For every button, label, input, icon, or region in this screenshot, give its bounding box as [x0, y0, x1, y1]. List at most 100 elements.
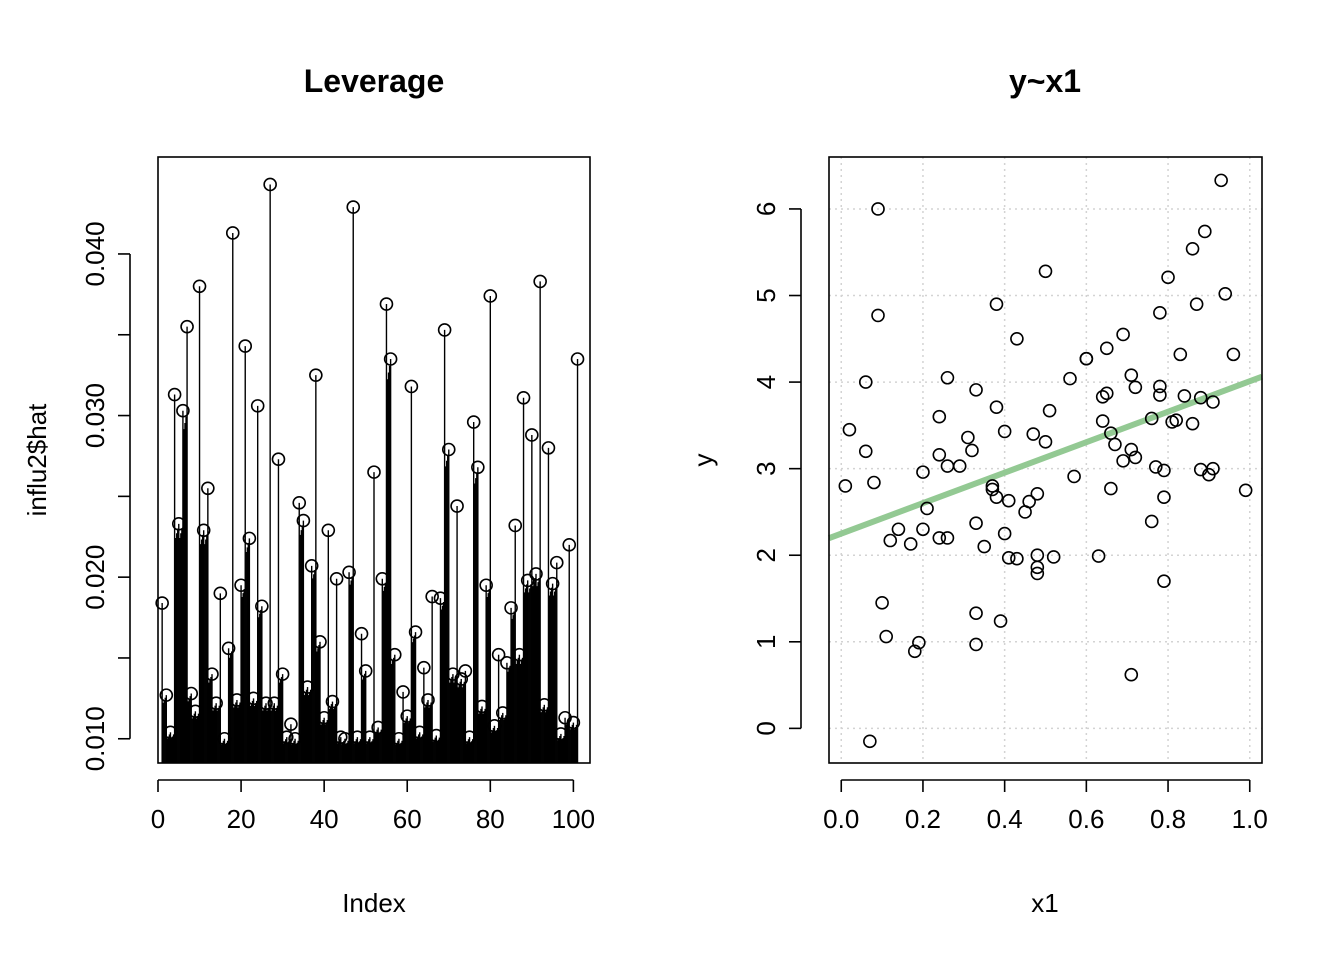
- scatter-data-point: [1157, 463, 1171, 478]
- leverage-data-point: [383, 352, 398, 366]
- scatter-x-tick-label: 0.8: [1150, 804, 1186, 834]
- leverage-data-point: [246, 691, 261, 706]
- leverage-data-point: [196, 523, 211, 538]
- scatter-data-point: [916, 522, 930, 537]
- leverage-data-point: [504, 601, 518, 615]
- leverage-data-point: [487, 719, 502, 733]
- leverage-data-point: [375, 571, 390, 586]
- scatter-data-point: [1030, 560, 1045, 575]
- scatter-data-point: [1218, 286, 1233, 301]
- scatter-data-point: [932, 531, 947, 545]
- scatter-data-point: [989, 490, 1004, 505]
- leverage-data-point: [367, 465, 381, 479]
- scatter-plot-frame: [828, 156, 1263, 764]
- scatter-data-point: [858, 444, 873, 459]
- leverage-data-point: [392, 731, 406, 746]
- scatter-y-tick-label: 2: [751, 548, 781, 562]
- leverage-x-tick-label: 0: [151, 804, 165, 834]
- leverage-y-tick-label: 0.040: [80, 221, 110, 286]
- leverage-data-point: [296, 513, 311, 528]
- leverage-data-point: [358, 664, 373, 678]
- scatter-data-point: [993, 614, 1008, 628]
- scatter-data-point: [1038, 435, 1053, 449]
- leverage-data-point: [292, 496, 307, 510]
- leverage-data-point: [554, 727, 568, 741]
- scatter-data-point: [1214, 173, 1228, 188]
- scatter-data-point: [1153, 306, 1167, 320]
- scatter-data-point: [932, 448, 947, 462]
- scatter-data-point: [891, 522, 906, 537]
- scatter-data-point: [912, 635, 926, 650]
- leverage-data-point: [188, 704, 203, 719]
- leverage-data-point: [483, 289, 498, 303]
- leverage-data-point: [479, 578, 493, 593]
- scatter-data-point: [1157, 574, 1171, 589]
- scatter-data-point: [1063, 371, 1077, 386]
- scatter-data-point: [1124, 442, 1139, 457]
- scatter-data-point: [1104, 481, 1118, 496]
- scatter-data-point: [1153, 388, 1167, 402]
- leverage-data-point: [313, 634, 327, 649]
- leverage-data-point: [259, 696, 273, 711]
- leverage-data-point: [275, 667, 290, 681]
- leverage-data-point: [271, 452, 286, 466]
- leverage-data-point: [234, 578, 248, 593]
- scatter-data-point: [1144, 411, 1159, 426]
- leverage-data-point: [533, 274, 547, 289]
- scatter-data-point: [1038, 264, 1053, 279]
- leverage-data-point: [288, 731, 302, 746]
- leverage-data-point: [425, 589, 439, 604]
- leverage-data-point: [217, 731, 232, 746]
- scatter-data-point: [1099, 386, 1114, 401]
- leverage-data-point: [267, 696, 282, 711]
- leverage-data-point: [213, 586, 228, 601]
- scatter-data-point: [997, 526, 1012, 541]
- scatter-data-point: [952, 459, 967, 473]
- scatter-data-point: [907, 644, 922, 659]
- scatter-data-point: [989, 400, 1004, 414]
- leverage-data-point: [512, 647, 527, 662]
- scatter-data-point: [871, 308, 885, 323]
- leverage-data-point: [180, 319, 194, 334]
- leverage-data-point: [321, 523, 336, 538]
- leverage-data-point: [433, 591, 448, 605]
- scatter-data-point: [1116, 327, 1130, 342]
- leverage-data-point: [516, 390, 531, 405]
- leverage-data-point: [454, 672, 469, 686]
- leverage-data-point: [458, 664, 473, 678]
- leverage-data-point: [562, 538, 577, 552]
- scatter-x-tick-label: 0.4: [987, 804, 1023, 834]
- leverage-data-point: [192, 279, 207, 294]
- scatter-data-point: [1001, 551, 1016, 565]
- leverage-y-tick-label: 0.020: [80, 545, 110, 610]
- leverage-x-tick-label: 40: [310, 804, 339, 834]
- leverage-data-point: [412, 725, 427, 740]
- leverage-data-point: [500, 656, 514, 670]
- leverage-data-point: [400, 709, 415, 723]
- leverage-data-point: [346, 200, 361, 214]
- leverage-data-point: [225, 226, 240, 240]
- scatter-panel: y~x1 x1 y 0.0 0.2 0.4 0.6 0.8 1.0 0 1 2 3 4 5 6: [688, 63, 1268, 918]
- leverage-data-point: [317, 710, 331, 725]
- leverage-data-point: [429, 728, 444, 743]
- scatter-data-point: [863, 734, 877, 749]
- leverage-data-point: [205, 667, 219, 681]
- leverage-data-point: [508, 518, 523, 533]
- scatter-data-point: [1108, 437, 1122, 452]
- leverage-data-point: [201, 481, 215, 496]
- scatter-data-point: [1169, 413, 1184, 427]
- scatter-data-point: [903, 537, 918, 551]
- leverage-x-tick-label: 80: [476, 804, 505, 834]
- scatter-data-point: [916, 465, 930, 479]
- scatter-data-point: [1144, 514, 1159, 529]
- scatter-data-point: [1189, 297, 1204, 311]
- leverage-data-point: [354, 626, 369, 641]
- scatter-data-point: [969, 383, 983, 397]
- scatter-data-point: [1010, 331, 1024, 346]
- leverage-plot-area: 0 20 40 60 80 100 0.010 0.020 0.030 0.040: [80, 156, 595, 834]
- scatter-y-tick-label: 3: [751, 461, 781, 475]
- scatter-data-point: [842, 422, 857, 437]
- scatter-data-point: [969, 516, 983, 530]
- scatter-data-point: [1046, 550, 1061, 564]
